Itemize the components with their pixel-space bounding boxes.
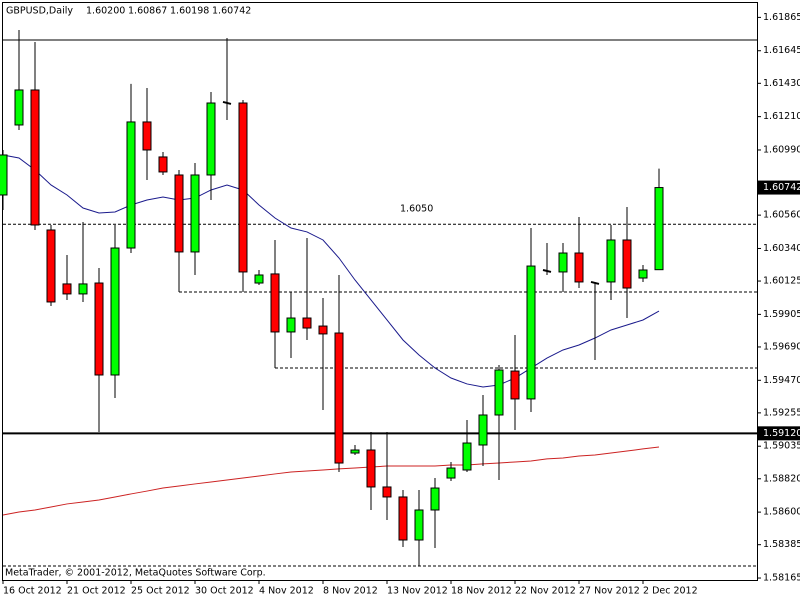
x-tick-label: 4 Nov 2012 xyxy=(259,586,314,597)
title-ohlc-value: 1.60867 xyxy=(128,6,167,17)
candle-body xyxy=(446,467,456,479)
candle-body xyxy=(542,269,552,273)
candle-body xyxy=(254,274,264,284)
candle-body xyxy=(190,174,200,253)
candle-body xyxy=(78,283,88,295)
y-tick-label: 1.60340 xyxy=(763,243,800,254)
candle-body xyxy=(574,252,584,283)
candle-body xyxy=(382,486,392,498)
moving-average xyxy=(2,154,660,388)
candle-body xyxy=(46,229,56,303)
candle-body xyxy=(142,121,152,151)
x-tick-label: 30 Oct 2012 xyxy=(195,586,254,597)
candle-body xyxy=(398,496,408,541)
candle-body xyxy=(606,239,616,283)
y-tick-label: 1.58820 xyxy=(763,473,800,484)
candle-body xyxy=(526,265,536,400)
y-tick-label: 1.59690 xyxy=(763,341,800,352)
candle-body xyxy=(302,317,312,329)
level-price-box xyxy=(758,426,800,441)
candle-body xyxy=(206,102,216,176)
title-ohlc-value: 1.60198 xyxy=(170,6,209,17)
candle-body xyxy=(14,89,24,126)
candle-body xyxy=(478,414,488,446)
level-label: 1.6050 xyxy=(400,204,433,215)
chart-title: GBPUSD,Daily xyxy=(6,6,73,17)
price-label: 1.60742 xyxy=(763,182,800,193)
y-tick-label: 1.59905 xyxy=(763,309,800,320)
candle-body xyxy=(286,317,296,333)
plot-frame xyxy=(2,2,758,581)
x-tick-label: 27 Nov 2012 xyxy=(579,586,640,597)
candle-body xyxy=(638,269,648,279)
candle-body xyxy=(174,174,184,253)
x-tick-label: 25 Oct 2012 xyxy=(131,586,190,597)
moving-average xyxy=(2,446,660,516)
candle-body xyxy=(510,370,520,400)
level-price-label: 1.59120 xyxy=(763,428,800,439)
candle-body xyxy=(318,325,328,335)
y-tick-label: 1.61865 xyxy=(763,12,800,23)
y-tick-label: 1.59035 xyxy=(763,441,800,452)
y-tick-label: 1.60990 xyxy=(763,144,800,155)
y-tick-label: 1.60125 xyxy=(763,276,800,287)
candle-body xyxy=(30,89,40,226)
candle-body xyxy=(62,283,72,295)
candle-body xyxy=(494,369,504,416)
price-box xyxy=(758,180,800,195)
candle-body xyxy=(238,102,248,273)
x-tick-label: 13 Nov 2012 xyxy=(387,586,448,597)
x-tick-label: 22 Nov 2012 xyxy=(515,586,576,597)
x-tick-label: 2 Dec 2012 xyxy=(643,586,698,597)
candle-body xyxy=(366,449,376,488)
x-tick-label: 8 Nov 2012 xyxy=(323,586,378,597)
candle-body xyxy=(94,282,104,376)
y-tick-label: 1.61210 xyxy=(763,111,800,122)
y-tick-label: 1.61430 xyxy=(763,78,800,89)
x-tick-label: 18 Nov 2012 xyxy=(451,586,512,597)
candle-body xyxy=(430,487,440,511)
candle-body xyxy=(462,442,472,471)
y-tick-label: 1.61645 xyxy=(763,45,800,56)
candle-body xyxy=(414,509,424,541)
candle-body xyxy=(270,273,280,333)
candle-body xyxy=(622,239,632,289)
y-tick-label: 1.58385 xyxy=(763,539,800,550)
candle-body xyxy=(158,156,168,173)
y-tick-label: 1.58600 xyxy=(763,507,800,518)
title-ohlc-value: 1.60742 xyxy=(212,6,251,17)
candle-body xyxy=(590,280,600,285)
footer: MetaTrader, © 2001-2012, MetaQuotes Soft… xyxy=(5,568,266,579)
y-tick-label: 1.58165 xyxy=(763,573,800,584)
candle-body xyxy=(558,252,568,273)
candle-body xyxy=(222,100,232,105)
candle-body xyxy=(654,187,664,271)
candle-body xyxy=(350,449,360,454)
y-tick-label: 1.60560 xyxy=(763,210,800,221)
candle-body xyxy=(334,332,344,464)
candle-body xyxy=(126,121,136,249)
y-tick-label: 1.59255 xyxy=(763,407,800,418)
candle-body xyxy=(0,154,8,196)
x-tick-label: 21 Oct 2012 xyxy=(67,586,126,597)
title-ohlc-value: 1.60200 xyxy=(86,6,125,17)
y-tick-label: 1.59470 xyxy=(763,375,800,386)
x-tick-label: 16 Oct 2012 xyxy=(3,586,62,597)
candle-body xyxy=(110,247,120,376)
